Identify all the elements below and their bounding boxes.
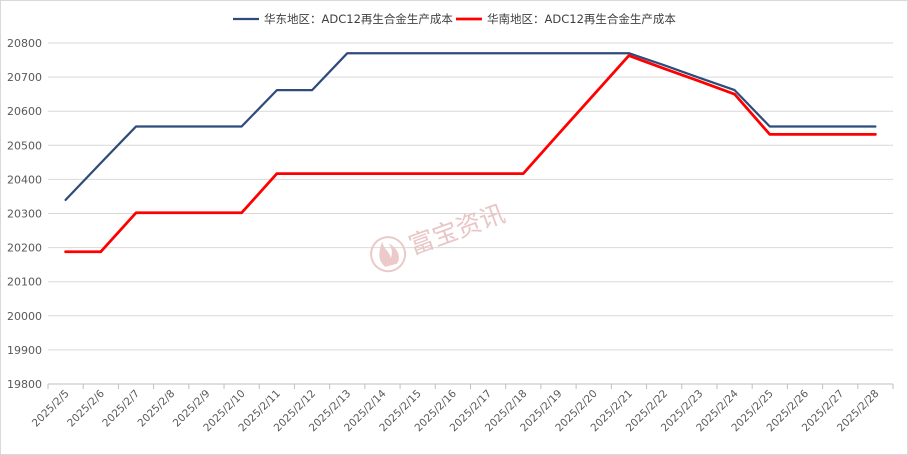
series-line-south-china (64, 54, 877, 254)
x-tick-label: 2025/2/7 (100, 388, 142, 430)
legend: 华东地区：ADC12再生合金生产成本 华南地区：ADC12再生合金生产成本 (233, 12, 676, 26)
y-tick-label: 20500 (7, 139, 42, 152)
legend-label: 华南地区：ADC12再生合金生产成本 (487, 12, 676, 26)
y-tick-label: 20000 (7, 310, 42, 323)
y-tick-label: 19800 (7, 378, 42, 391)
x-axis: 2025/2/52025/2/62025/2/72025/2/82025/2/9… (30, 383, 894, 434)
watermark: 富宝资讯 (370, 199, 509, 273)
y-tick-label: 20300 (7, 208, 42, 221)
y-tick-label: 20200 (7, 242, 42, 255)
x-tick-label: 2025/2/8 (136, 388, 178, 430)
flame-logo-icon (370, 236, 407, 273)
x-tick-label: 2025/2/6 (65, 387, 107, 429)
y-tick-label: 20100 (7, 276, 42, 289)
y-tick-label: 20600 (7, 105, 42, 118)
legend-label: 华东地区：ADC12再生合金生产成本 (264, 12, 453, 26)
x-tick-label: 2025/2/5 (30, 388, 72, 430)
series-group (64, 52, 877, 254)
y-axis: 19800 19900 20000 20100 20200 20300 20400 20500… (7, 37, 42, 391)
y-tick-label: 20800 (7, 37, 42, 50)
series-line-east-china (64, 52, 877, 202)
y-tick-label: 19900 (7, 344, 42, 357)
y-tick-label: 20400 (7, 173, 42, 186)
watermark-text: 富宝资讯 (405, 199, 509, 260)
y-tick-label: 20700 (7, 71, 42, 84)
